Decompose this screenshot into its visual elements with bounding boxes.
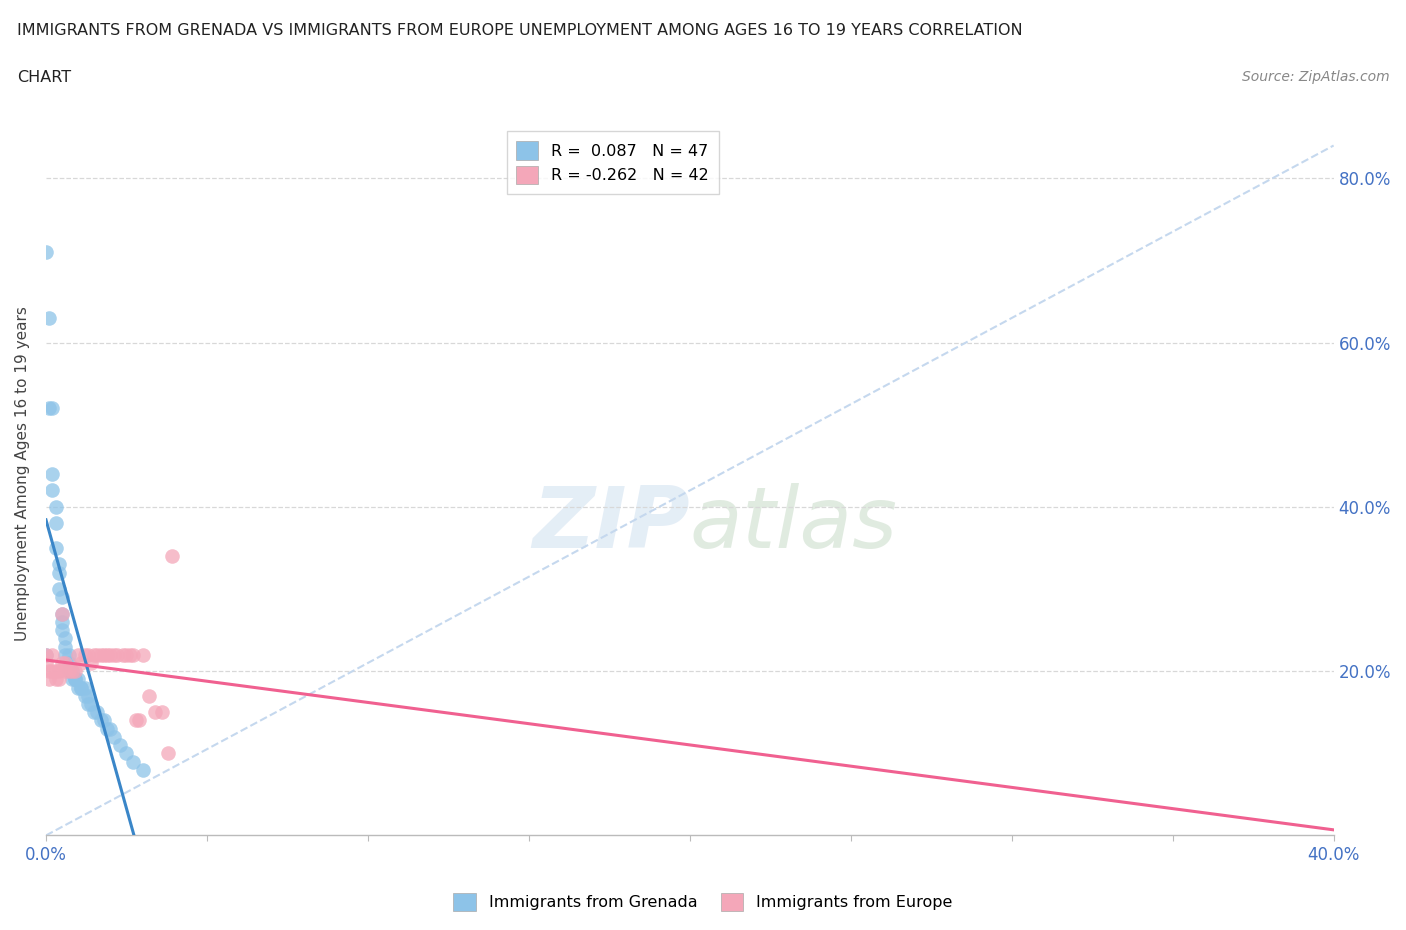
Point (53, 639, 76, 654)
Point (76, 697, 98, 711)
Point (80, 656, 103, 671)
Point (38, 311, 60, 325)
Point (58, 656, 80, 671)
Point (73, 688, 96, 703)
Point (83, 705, 105, 720)
Point (73, 680, 96, 695)
Text: atlas: atlas (690, 484, 898, 566)
Point (38, 672, 60, 687)
Point (63, 664, 86, 679)
Point (58, 664, 80, 679)
Point (67, 672, 90, 687)
Point (63, 672, 86, 687)
Point (83, 647, 105, 662)
Point (131, 647, 153, 662)
Point (35, 245, 58, 259)
Point (48, 565, 70, 580)
Point (160, 549, 183, 564)
Text: CHART: CHART (17, 70, 70, 85)
Text: IMMIGRANTS FROM GRENADA VS IMMIGRANTS FROM EUROPE UNEMPLOYMENT AMONG AGES 16 TO : IMMIGRANTS FROM GRENADA VS IMMIGRANTS FR… (17, 23, 1022, 38)
Point (51, 615, 73, 630)
Point (41, 401, 63, 416)
Point (108, 737, 131, 752)
Point (35, 647, 58, 662)
Point (51, 656, 73, 671)
Point (115, 647, 138, 662)
Point (138, 688, 160, 703)
Point (70, 656, 93, 671)
Point (76, 688, 98, 703)
Point (93, 713, 115, 728)
Point (60, 664, 83, 679)
Point (58, 664, 80, 679)
Point (35, 647, 58, 662)
Point (125, 713, 148, 728)
Point (105, 647, 128, 662)
Point (145, 705, 167, 720)
Legend: R =  0.087   N = 47, R = -0.262   N = 42: R = 0.087 N = 47, R = -0.262 N = 42 (506, 131, 718, 194)
Point (112, 647, 135, 662)
Point (115, 746, 138, 761)
Point (103, 647, 125, 662)
Point (35, 656, 58, 671)
Point (98, 647, 121, 662)
Point (90, 647, 112, 662)
Point (41, 664, 63, 679)
Point (73, 647, 96, 662)
Point (51, 606, 73, 621)
Point (48, 664, 70, 679)
Text: Source: ZipAtlas.com: Source: ZipAtlas.com (1241, 70, 1389, 84)
Point (45, 540, 67, 555)
Point (41, 467, 63, 482)
Point (67, 647, 90, 662)
Point (41, 647, 63, 662)
Point (60, 672, 83, 687)
Point (70, 680, 93, 695)
Point (51, 590, 73, 604)
Point (93, 647, 115, 662)
Point (58, 647, 80, 662)
Point (51, 606, 73, 621)
Point (48, 672, 70, 687)
Point (63, 672, 86, 687)
Point (96, 647, 118, 662)
Point (48, 581, 70, 596)
Point (122, 647, 145, 662)
Point (86, 647, 108, 662)
Point (53, 656, 76, 671)
Point (60, 664, 83, 679)
Point (45, 664, 67, 679)
Point (45, 499, 67, 514)
Point (98, 722, 121, 737)
Point (122, 754, 145, 769)
Point (38, 664, 60, 679)
Point (131, 763, 153, 777)
Point (45, 516, 67, 531)
Point (150, 705, 173, 720)
Point (45, 672, 67, 687)
Point (51, 623, 73, 638)
Point (53, 631, 76, 645)
Point (86, 705, 108, 720)
Point (41, 483, 63, 498)
Point (38, 401, 60, 416)
Legend: Immigrants from Grenada, Immigrants from Europe: Immigrants from Grenada, Immigrants from… (447, 886, 959, 917)
Point (157, 746, 180, 761)
Point (53, 647, 76, 662)
Point (118, 647, 141, 662)
Y-axis label: Unemployment Among Ages 16 to 19 years: Unemployment Among Ages 16 to 19 years (15, 307, 30, 642)
Point (70, 680, 93, 695)
Point (67, 680, 90, 695)
Point (80, 697, 103, 711)
Point (128, 713, 150, 728)
Text: ZIP: ZIP (533, 484, 690, 566)
Point (96, 722, 118, 737)
Point (48, 557, 70, 572)
Point (53, 664, 76, 679)
Point (76, 647, 98, 662)
Point (103, 729, 125, 744)
Point (90, 713, 112, 728)
